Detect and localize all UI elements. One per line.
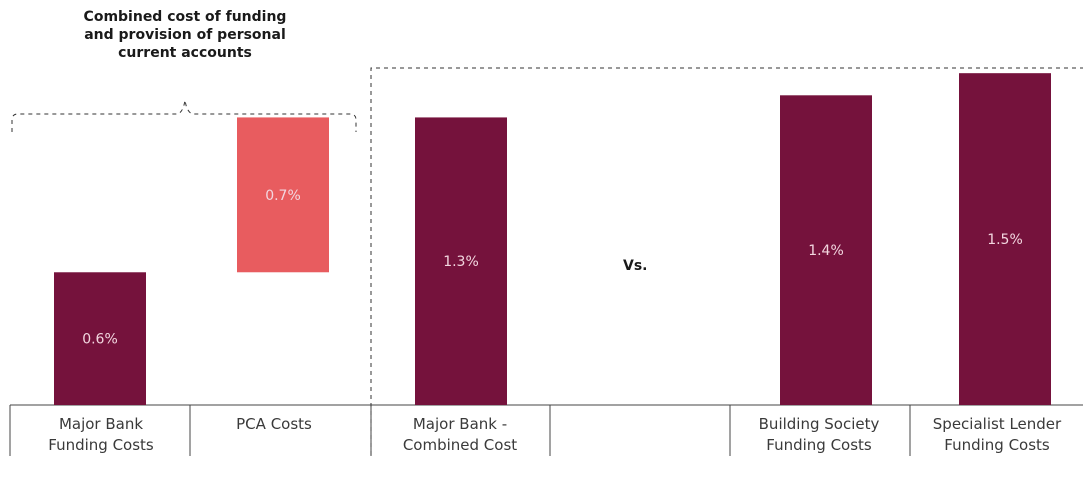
bar [415, 117, 507, 405]
bar [959, 73, 1051, 405]
category-label: PCA Costs [236, 415, 312, 433]
bar-value-label: 0.7% [265, 188, 301, 204]
vs-label: Vs. [623, 258, 648, 274]
bar-value-label: 1.5% [987, 232, 1023, 248]
annotation-lines [11, 67, 1083, 455]
bracket-title: Combined cost of funding and provision o… [83, 9, 287, 61]
bar-value-label: 0.6% [82, 332, 118, 348]
bars [54, 73, 1051, 405]
category-label: Major Bank - Combined Cost [402, 415, 518, 454]
bar [780, 95, 872, 405]
bracket-line [11, 99, 357, 132]
category-label: Major Bank Funding Costs [48, 415, 154, 454]
category-label: Specialist Lender Funding Costs [932, 415, 1062, 454]
bar-value-label: 1.4% [808, 243, 844, 259]
bar [54, 272, 146, 405]
category-label: Building Society Funding Costs [758, 415, 880, 454]
data-labels: 0.6% 0.7% 1.3% 1.4% 1.5% [82, 188, 1023, 348]
bar [237, 117, 329, 273]
x-axis [9, 404, 1083, 456]
bar-value-label: 1.3% [443, 254, 479, 270]
comparison-divider [370, 67, 1083, 455]
